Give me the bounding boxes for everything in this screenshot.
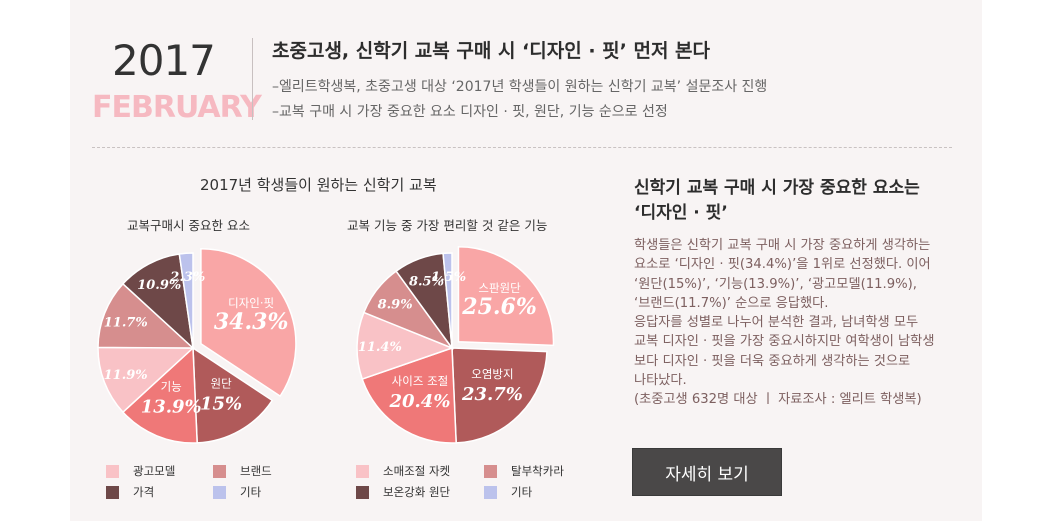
legend-swatch [213,485,226,499]
pie1: 디자인·핏34.3% 원단 15% 기능 13.9% 11.9% 11.7% 10.9%2.3… [97,247,297,444]
legend2-item-2: 탈부착카라 [484,463,564,479]
side-body-line: 응답자를 성별로 나누어 분석한 결과, 남녀학생 모두 [634,315,919,331]
slice-value: 25.6% [461,294,537,320]
subheadline-1: –엘리트학생복, 초중고생 대상 ‘2017년 학생들이 원하는 신학기 교복’… [272,79,768,95]
headline: 초중고생, 신학기 교복 구매 시 ‘디자인 · 핏’ 먼저 본다 [272,40,711,62]
year-label: 2017 [112,36,216,85]
pie-slice [356,311,455,381]
side-body: 학생들은 신학기 교복 구매 시 가장 중요하게 생각하는 요소로 ‘디자인 ·… [634,236,964,410]
slice-label: 사이즈 조절 [392,374,449,388]
slice-label: 스판원단 [478,281,521,295]
slice-value: 15% [200,394,242,415]
slice-value: 20.4% [388,391,450,412]
legend-label: 가격 [133,485,155,499]
pie-slice [442,252,453,349]
side-title-line-1: 신학기 교복 구매 시 가장 중요한 요소는 [634,178,920,198]
legend-swatch [484,464,497,478]
legend-swatch [356,464,369,478]
legend1-item-4: 기타 [213,484,261,500]
slice-label: 디자인·핏 [228,296,274,310]
pie-slice [457,246,555,347]
pie2-title: 교복 기능 중 가장 편리할 것 같은 기능 [347,218,548,233]
legend-swatch [106,464,119,478]
side-body-line: (초중고생 632명 대상 ㅣ 자료조사 : 엘리트 학생복) [634,392,922,408]
side-title-line-2: ‘디자인 · 핏’ [634,203,728,223]
legend2-item-1: 소매조절 자켓 [356,463,450,479]
legend-label: 소매조절 자켓 [383,464,451,478]
slice-value: 13.9% [141,397,202,418]
legend-swatch [356,485,369,499]
pie1-title: 교복구매시 중요한 요소 [127,218,250,233]
subheadline-2: –교복 구매 시 가장 중요한 요소 디자인 · 핏, 원단, 기능 순으로 선… [272,104,668,120]
side-title: 신학기 교복 구매 시 가장 중요한 요소는 ‘디자인 · 핏’ [634,176,920,226]
side-body-line: ‘브랜드(11.7%)’ 순으로 응답했다. [634,295,829,311]
pie-slice [451,347,548,444]
legend-swatch [484,485,497,499]
slice-value: 8.9% [378,298,413,313]
side-body-line: 교복 디자인 · 핏을 가장 중요시하지만 여학생이 남학생 [634,334,935,350]
slice-value: 34.3% [214,309,289,335]
legend-label: 기타 [240,485,262,499]
legend-swatch [106,485,119,499]
pie-slice [192,346,274,444]
slice-value: 11.4% [358,340,402,355]
pie-slice [178,252,194,349]
legend-label: 브랜드 [240,464,272,478]
side-body-line: 요소로 ‘디자인 · 핏(34.4%)’을 1위로 선정했다. 이어 [634,257,931,273]
slice-value: 2.3% [169,270,205,285]
pie-slice [97,282,195,349]
details-button[interactable]: 자세히 보기 [632,448,782,496]
side-body-line: 보다 디자인 · 핏을 더욱 중요하게 생각하는 것으로 [634,353,911,369]
side-body-line: 나타났다. [634,373,687,389]
legend-label: 광고모델 [133,464,176,478]
infographic-title: 2017년 학생들이 원하는 신학기 교복 [200,176,437,194]
pie-slice [361,346,457,444]
legend-label: 기타 [511,485,533,499]
pie-charts: 디자인·핏34.3% 원단 15% 기능 13.9% 11.9% 11.7% 10.9%2.3… [97,246,555,444]
slice-value: 1.5% [431,270,466,285]
month-label: FEBRUARY [92,90,262,125]
dashed-divider [92,147,952,148]
slice-value: 11.9% [104,368,148,383]
slice-label: 기능 [161,380,182,394]
pie-slice [200,247,297,398]
legend-swatch [213,464,226,478]
legend-label: 보온강화 원단 [383,485,451,499]
slice-value: 10.9% [137,278,181,293]
pie-slice [97,346,195,414]
legend2-item-4: 기타 [484,484,532,500]
slice-label: 오염방지 [471,367,513,381]
legend1-item-1: 광고모델 [106,463,175,479]
side-body-line: 학생들은 신학기 교복 구매 시 가장 중요하게 생각하는 [634,238,931,253]
legend1-item-2: 브랜드 [213,463,272,479]
slice-value: 23.7% [461,384,523,405]
header-divider [252,38,253,120]
legend1-item-3: 가격 [106,484,154,500]
slice-label: 원단 [210,377,232,391]
legend-label: 탈부착카라 [511,464,564,478]
legend2-item-3: 보온강화 원단 [356,484,450,500]
pie-slice [121,253,195,350]
slice-value: 11.7% [104,316,148,331]
slice-value: 8.5% [409,274,444,289]
pie-slice [121,346,198,444]
side-body-line: ‘원단(15%)’, ‘기능(13.9%)’, ‘광고모델(11.9%), [634,276,917,292]
